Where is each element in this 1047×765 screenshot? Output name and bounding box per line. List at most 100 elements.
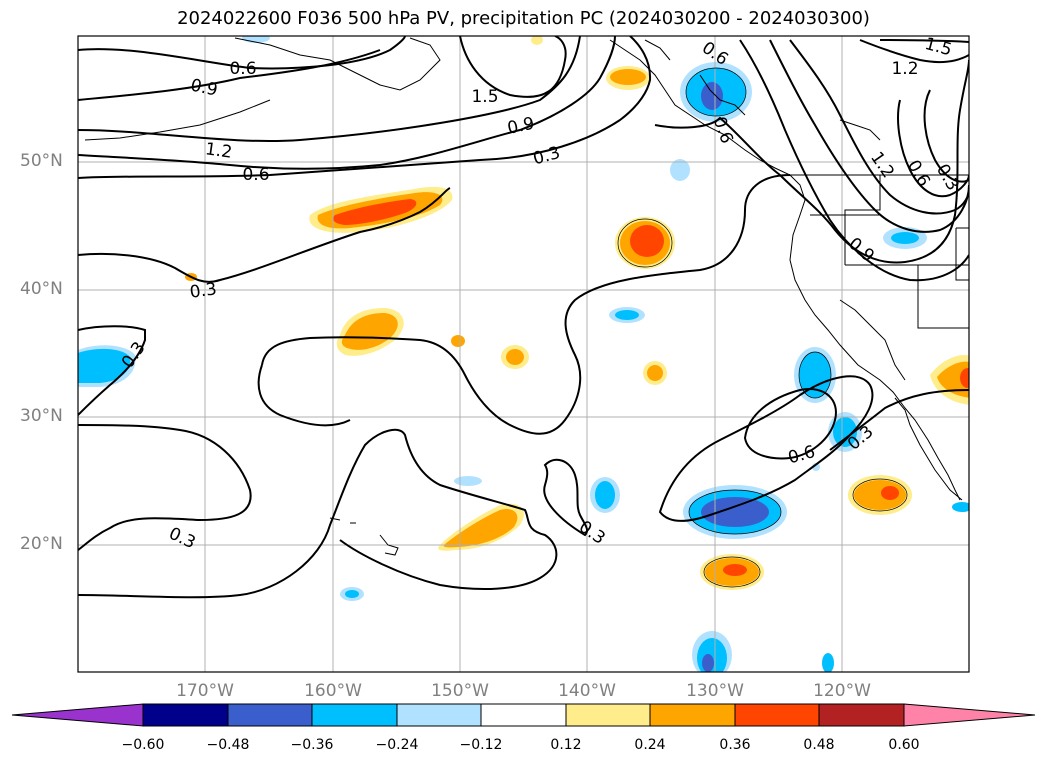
colorbar-tick: −0.12 [459,737,503,753]
map-border [77,35,970,673]
lat-label-50n: 50°N [20,151,63,171]
colorbar-segment [480,703,567,727]
precip-blob [701,497,769,527]
colorbar-extend-high [903,703,1036,727]
precip-blob [647,365,663,381]
pv-contour [459,36,567,98]
pv-contour [859,39,969,64]
colorbar-tick: −0.24 [375,737,419,753]
precip-blob [443,509,518,548]
coastlines [84,37,969,556]
precip-blob [242,36,270,43]
pv-contour [897,99,969,198]
contour-label: 1.2 [866,148,898,182]
colorbar-tick: 0.60 [888,737,920,753]
pv-contours [78,36,969,599]
precip-blob [937,361,969,398]
colorbar-tick: 0.36 [719,737,751,753]
colorbar-segment [565,703,651,727]
precip-blob [822,653,834,672]
lon-label-120w: 120°W [813,681,871,701]
pv-contour [654,59,969,264]
precip-blob [341,313,398,350]
colorbar [11,703,1036,727]
precip-blob [891,232,919,244]
precip-blob [454,476,482,486]
contour-label: 1.5 [471,87,498,107]
pv-contour [78,424,252,551]
colorbar-extend-low [11,703,144,727]
pv-contour [78,36,406,70]
pv-contour [743,388,837,460]
precip-blob [960,368,969,388]
precip-blob [881,486,899,500]
lon-label-130w: 130°W [686,681,744,701]
contour-label: 0.9 [189,76,220,101]
precip-blob [615,310,639,320]
pv-contour [78,428,558,599]
contour-label: 1.2 [204,139,234,163]
contour-label: 0.6 [229,59,256,79]
colorbar-tick: −0.36 [290,737,334,753]
colorbar-segment [818,703,905,727]
pv-contour [257,364,351,427]
precip-blob [630,225,664,257]
pv-contour [78,36,652,179]
contour-label: 0.6 [709,114,737,146]
pv-contour [78,325,146,416]
pv-contour [769,39,969,233]
precip-blob [833,417,857,447]
colorbar-tick: 0.48 [803,737,835,753]
colorbar-segment [311,703,398,727]
precip-blob [701,82,723,110]
precip-blob [702,654,714,672]
pv-contour [923,89,969,183]
contour-label: 0.3 [575,517,609,549]
contour-label: 0.6 [242,165,269,185]
contour-label: 0.6 [786,442,817,468]
precip-blob [345,590,359,598]
precip-blob [506,349,524,365]
precip-blob [451,335,465,347]
precip-blob [531,36,543,45]
precip-blob [723,564,747,576]
gridlines [78,36,969,672]
precip-negative [78,36,969,672]
pv-contour [78,36,616,170]
colorbar-segment [142,703,229,727]
pv-contour [78,49,381,101]
lon-label-160w: 160°W [304,681,362,701]
colorbar-tick: 0.12 [550,737,582,753]
lat-label-20n: 20°N [20,534,63,554]
precip-blob [799,352,831,398]
precip-blob [952,502,969,512]
contour-label: 0.3 [166,524,199,554]
pv-contour [739,39,969,282]
figure-title: 2024022600 F036 500 hPa PV, precipitatio… [177,8,870,29]
lat-label-30n: 30°N [20,406,63,426]
contour-label: 0.9 [844,234,878,267]
colorbar-segment [649,703,736,727]
lon-label-140w: 140°W [558,681,616,701]
pv-contour [879,39,969,43]
pv-contour [78,187,451,283]
pv-contour [543,458,589,537]
pv-contour [829,389,969,451]
precip-blob [595,481,615,509]
lon-label-150w: 150°W [431,681,489,701]
colorbar-segment [734,703,820,727]
lat-label-40n: 40°N [20,279,63,299]
pv-contour [789,39,969,215]
contour-label: 0.9 [506,114,537,139]
contour-label: 1.5 [923,34,954,60]
precip-blob [78,348,131,383]
pv-contour [261,174,791,435]
contour-label: 0.3 [189,279,219,303]
precip-outlines [617,67,908,588]
precip-blob [333,199,417,225]
contour-label: 1.2 [891,59,918,79]
pv-contour [658,375,874,522]
colorbar-tick: −0.48 [206,737,250,753]
colorbar-segment [227,703,313,727]
